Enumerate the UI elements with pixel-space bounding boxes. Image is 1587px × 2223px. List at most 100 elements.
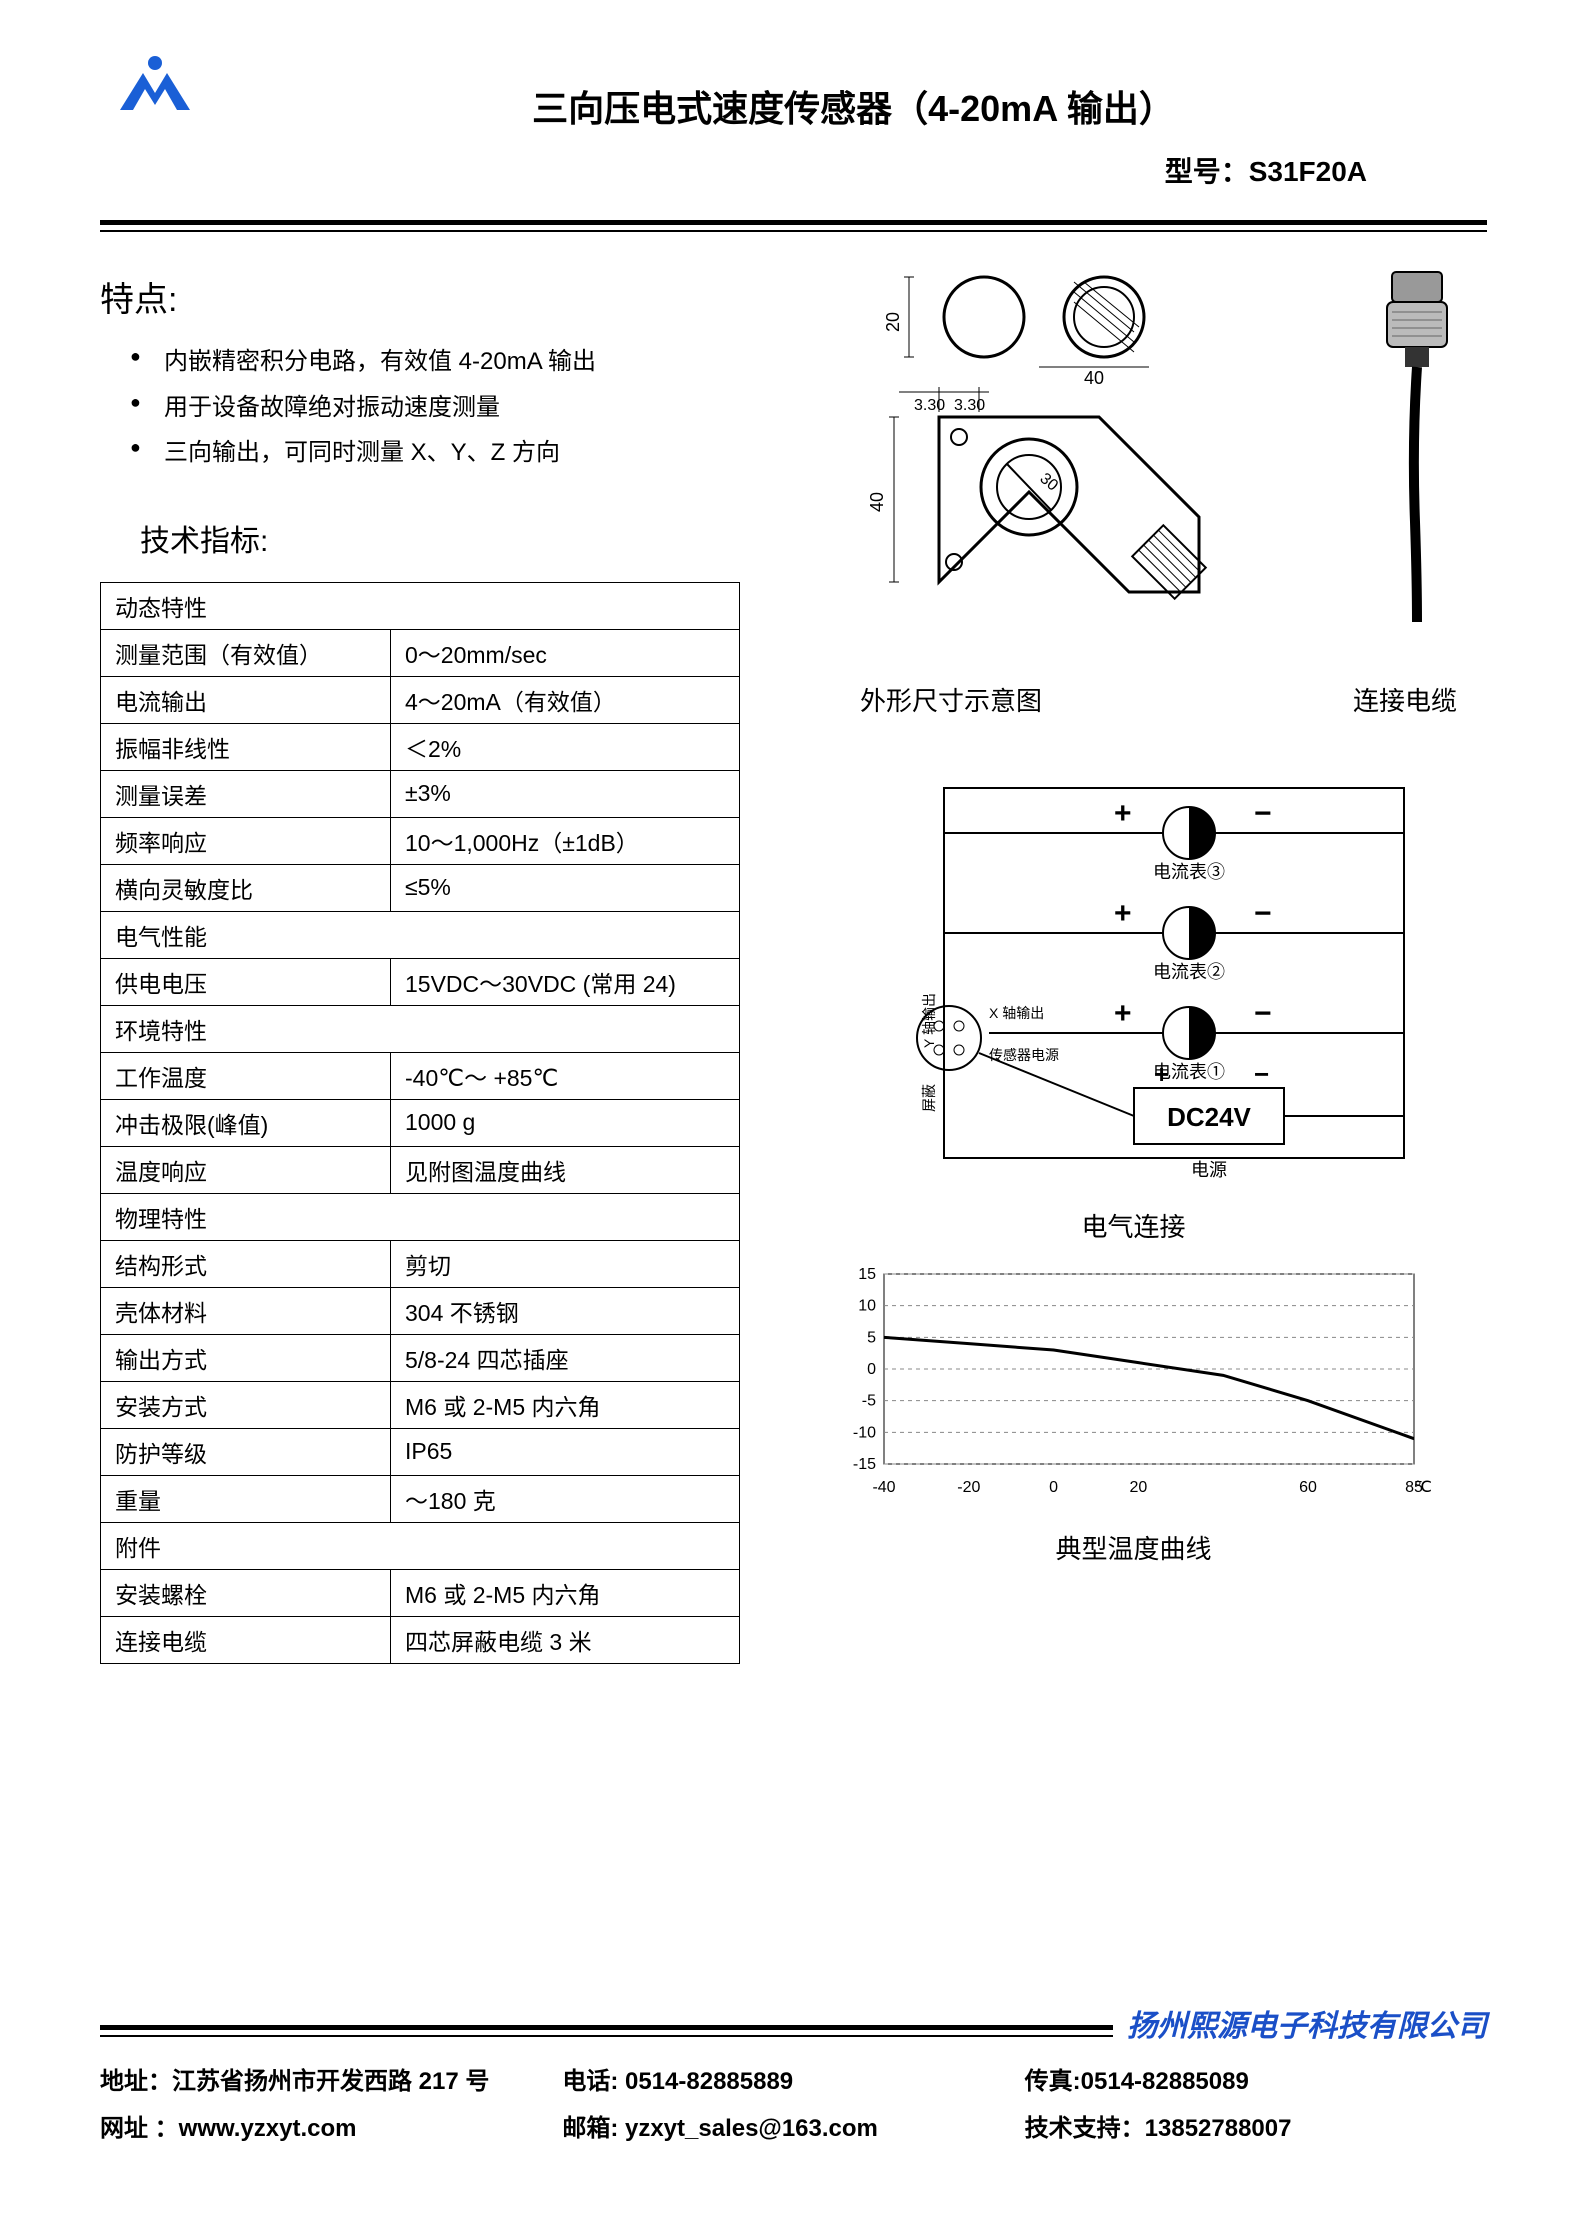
cable-illustration [1347, 262, 1487, 627]
svg-text:-40: -40 [872, 1479, 895, 1496]
svg-text:20: 20 [1129, 1479, 1147, 1496]
svg-text:-15: -15 [852, 1456, 875, 1473]
features-heading: 特点: [100, 272, 740, 321]
outline-caption: 外形尺寸示意图 [860, 681, 1042, 718]
feature-item: 内嵌精密积分电路，有效值 4-20mA 输出 [130, 339, 740, 385]
footer-fax: 传真:0514-82885089 [1025, 2061, 1487, 2096]
spec-value: 1000 g [391, 1099, 740, 1146]
company-logo [115, 55, 195, 120]
footer-address: 地址：江苏省扬州市开发西路 217 号 [100, 2061, 562, 2096]
svg-text:-20: -20 [957, 1479, 980, 1496]
spec-label: 连接电缆 [101, 1616, 391, 1663]
svg-text:−: − [1254, 997, 1272, 1030]
svg-text:电流表②: 电流表② [1153, 962, 1225, 982]
wiring-caption: 电气连接 [780, 1207, 1487, 1244]
spec-value: 剪切 [391, 1240, 740, 1287]
svg-text:5: 5 [867, 1329, 876, 1346]
spec-label: 防护等级 [101, 1428, 391, 1475]
spec-value: 0～20mm/sec [391, 629, 740, 676]
page-title: 三向压电式速度传感器（4-20mA 输出） [280, 80, 1427, 132]
footer-mail: 邮箱: yzxyt_sales@163.com [562, 2108, 1024, 2143]
spec-label: 安装螺栓 [101, 1569, 391, 1616]
svg-text:DC24V: DC24V [1167, 1102, 1251, 1132]
spec-value: M6 或 2-M5 内六角 [391, 1569, 740, 1616]
svg-text:+: + [1154, 1059, 1169, 1089]
spec-label: 工作温度 [101, 1052, 391, 1099]
spec-value: 5/8-24 四芯插座 [391, 1334, 740, 1381]
svg-text:0: 0 [1049, 1479, 1058, 1496]
spec-section: 物理特性 [101, 1193, 740, 1240]
company-name: 扬州熙源电子科技有限公司 [1113, 2001, 1487, 2045]
svg-text:-10: -10 [852, 1424, 875, 1441]
svg-text:电源: 电源 [1191, 1160, 1227, 1180]
spec-label: 供电电压 [101, 958, 391, 1005]
svg-text:电流表③: 电流表③ [1153, 862, 1225, 882]
svg-text:−: − [1254, 897, 1272, 930]
spec-value: 15VDC～30VDC (常用 24) [391, 958, 740, 1005]
feature-item: 用于设备故障绝对振动速度测量 [130, 385, 740, 431]
temp-chart: 151050-5-10-15-40-200206085℃ 典型温度曲线 [780, 1264, 1487, 1566]
spec-label: 振幅非线性 [101, 723, 391, 770]
spec-value: 见附图温度曲线 [391, 1146, 740, 1193]
spec-label: 结构形式 [101, 1240, 391, 1287]
outline-diagram: 20 40 3.30 3.30 [780, 262, 1317, 647]
spec-value: ～180 克 [391, 1475, 740, 1522]
svg-text:+: + [1114, 797, 1132, 830]
spec-label: 频率响应 [101, 817, 391, 864]
svg-text:−: − [1254, 797, 1272, 830]
spec-value: M6 或 2-M5 内六角 [391, 1381, 740, 1428]
svg-text:3.30: 3.30 [954, 397, 985, 414]
spec-label: 冲击极限(峰值) [101, 1099, 391, 1146]
temp-chart-caption: 典型温度曲线 [780, 1529, 1487, 1566]
page-footer: 扬州熙源电子科技有限公司 地址：江苏省扬州市开发西路 217 号 电话: 051… [100, 2025, 1487, 2143]
specs-table: 动态特性测量范围（有效值）0～20mm/sec电流输出4～20mA（有效值）振幅… [100, 582, 740, 1664]
svg-text:60: 60 [1299, 1479, 1317, 1496]
spec-label: 测量范围（有效值） [101, 629, 391, 676]
cable-caption: 连接电缆 [1353, 681, 1457, 718]
footer-tel: 电话: 0514-82885889 [562, 2061, 1024, 2096]
spec-label: 温度响应 [101, 1146, 391, 1193]
spec-section: 动态特性 [101, 582, 740, 629]
header-rule [100, 220, 1487, 232]
spec-value: ≤5% [391, 864, 740, 911]
svg-text:Y 轴输出: Y 轴输出 [921, 993, 937, 1048]
svg-text:20: 20 [883, 312, 903, 332]
spec-label: 电流输出 [101, 676, 391, 723]
features-list: 内嵌精密积分电路，有效值 4-20mA 输出 用于设备故障绝对振动速度测量 三向… [130, 339, 740, 476]
feature-item: 三向输出，可同时测量 X、Y、Z 方向 [130, 430, 740, 476]
svg-text:屏蔽: 屏蔽 [921, 1084, 937, 1112]
spec-label: 重量 [101, 1475, 391, 1522]
svg-text:+: + [1114, 897, 1132, 930]
spec-value: -40℃～ +85℃ [391, 1052, 740, 1099]
spec-label: 安装方式 [101, 1381, 391, 1428]
spec-value: ＜2% [391, 723, 740, 770]
spec-value: 四芯屏蔽电缆 3 米 [391, 1616, 740, 1663]
svg-text:0: 0 [867, 1361, 876, 1378]
spec-value: 10～1,000Hz（±1dB） [391, 817, 740, 864]
spec-label: 横向灵敏度比 [101, 864, 391, 911]
svg-text:40: 40 [1083, 368, 1103, 388]
svg-text:℃: ℃ [1414, 1479, 1432, 1496]
specs-heading: 技术指标: [140, 516, 740, 560]
spec-section: 电气性能 [101, 911, 740, 958]
spec-value: IP65 [391, 1428, 740, 1475]
spec-label: 测量误差 [101, 770, 391, 817]
spec-section: 环境特性 [101, 1005, 740, 1052]
svg-text:3.30: 3.30 [914, 397, 945, 414]
spec-value: ±3% [391, 770, 740, 817]
svg-text:-5: -5 [861, 1393, 875, 1410]
svg-text:X 轴输出: X 轴输出 [989, 1005, 1044, 1021]
spec-label: 输出方式 [101, 1334, 391, 1381]
wiring-diagram: + − 电流表③ + − 电 [780, 768, 1487, 1244]
footer-tech: 技术支持：13852788007 [1025, 2108, 1487, 2143]
svg-text:−: − [1254, 1059, 1269, 1089]
svg-text:+: + [1114, 997, 1132, 1030]
model-number: 型号：S31F20A [100, 150, 1427, 190]
spec-section: 附件 [101, 1522, 740, 1569]
spec-value: 304 不锈钢 [391, 1287, 740, 1334]
spec-label: 壳体材料 [101, 1287, 391, 1334]
svg-text:10: 10 [858, 1298, 876, 1315]
spec-value: 4～20mA（有效值） [391, 676, 740, 723]
svg-text:15: 15 [858, 1266, 876, 1283]
svg-text:40: 40 [867, 492, 887, 512]
